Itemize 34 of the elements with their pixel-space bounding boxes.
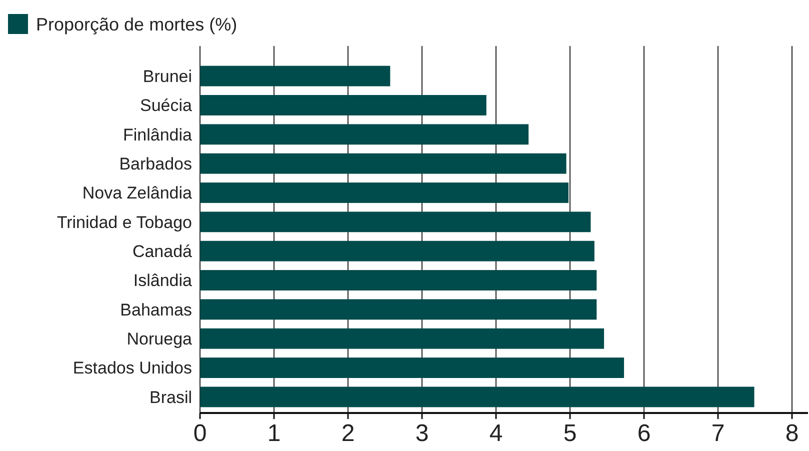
- x-tick-label: 2: [341, 420, 355, 447]
- y-tick-label: Islândia: [133, 271, 193, 290]
- x-tick-label: 1: [267, 420, 281, 447]
- bar: [200, 182, 569, 203]
- bar: [200, 386, 754, 408]
- bar: [200, 299, 597, 320]
- y-tick-label: Bahamas: [120, 300, 192, 320]
- x-tick-label: 7: [711, 420, 725, 447]
- bar: [200, 95, 486, 116]
- x-tick-label: 3: [415, 420, 429, 447]
- x-tick-label: 4: [489, 420, 503, 447]
- y-tick-label: Nova Zelândia: [82, 184, 193, 203]
- y-tick-label: Finlândia: [123, 125, 193, 144]
- y-tick-label: Suécia: [140, 96, 193, 116]
- bar: [200, 358, 624, 378]
- y-tick-label: Brasil: [149, 388, 192, 407]
- bar: [200, 124, 529, 145]
- bar: [200, 240, 594, 262]
- bar: [200, 328, 604, 349]
- y-tick-label: Estados Unidos: [72, 358, 192, 378]
- x-tick-label: 0: [193, 420, 207, 447]
- bar: [200, 212, 591, 232]
- y-tick-label: Barbados: [119, 154, 192, 174]
- x-tick-label: 5: [563, 420, 577, 447]
- legend-label: Proporção de mortes (%): [36, 14, 238, 34]
- bar: [200, 270, 597, 290]
- y-tick-label: Brunei: [142, 66, 192, 86]
- x-tick-label: 8: [785, 420, 799, 447]
- y-tick-label: Canadá: [132, 242, 193, 262]
- bar: [200, 66, 390, 86]
- y-tick-label: Trinidad e Tobago: [56, 212, 192, 232]
- x-tick-label: 6: [637, 420, 651, 447]
- bar: [200, 153, 566, 174]
- y-tick-label: Noruega: [126, 330, 193, 349]
